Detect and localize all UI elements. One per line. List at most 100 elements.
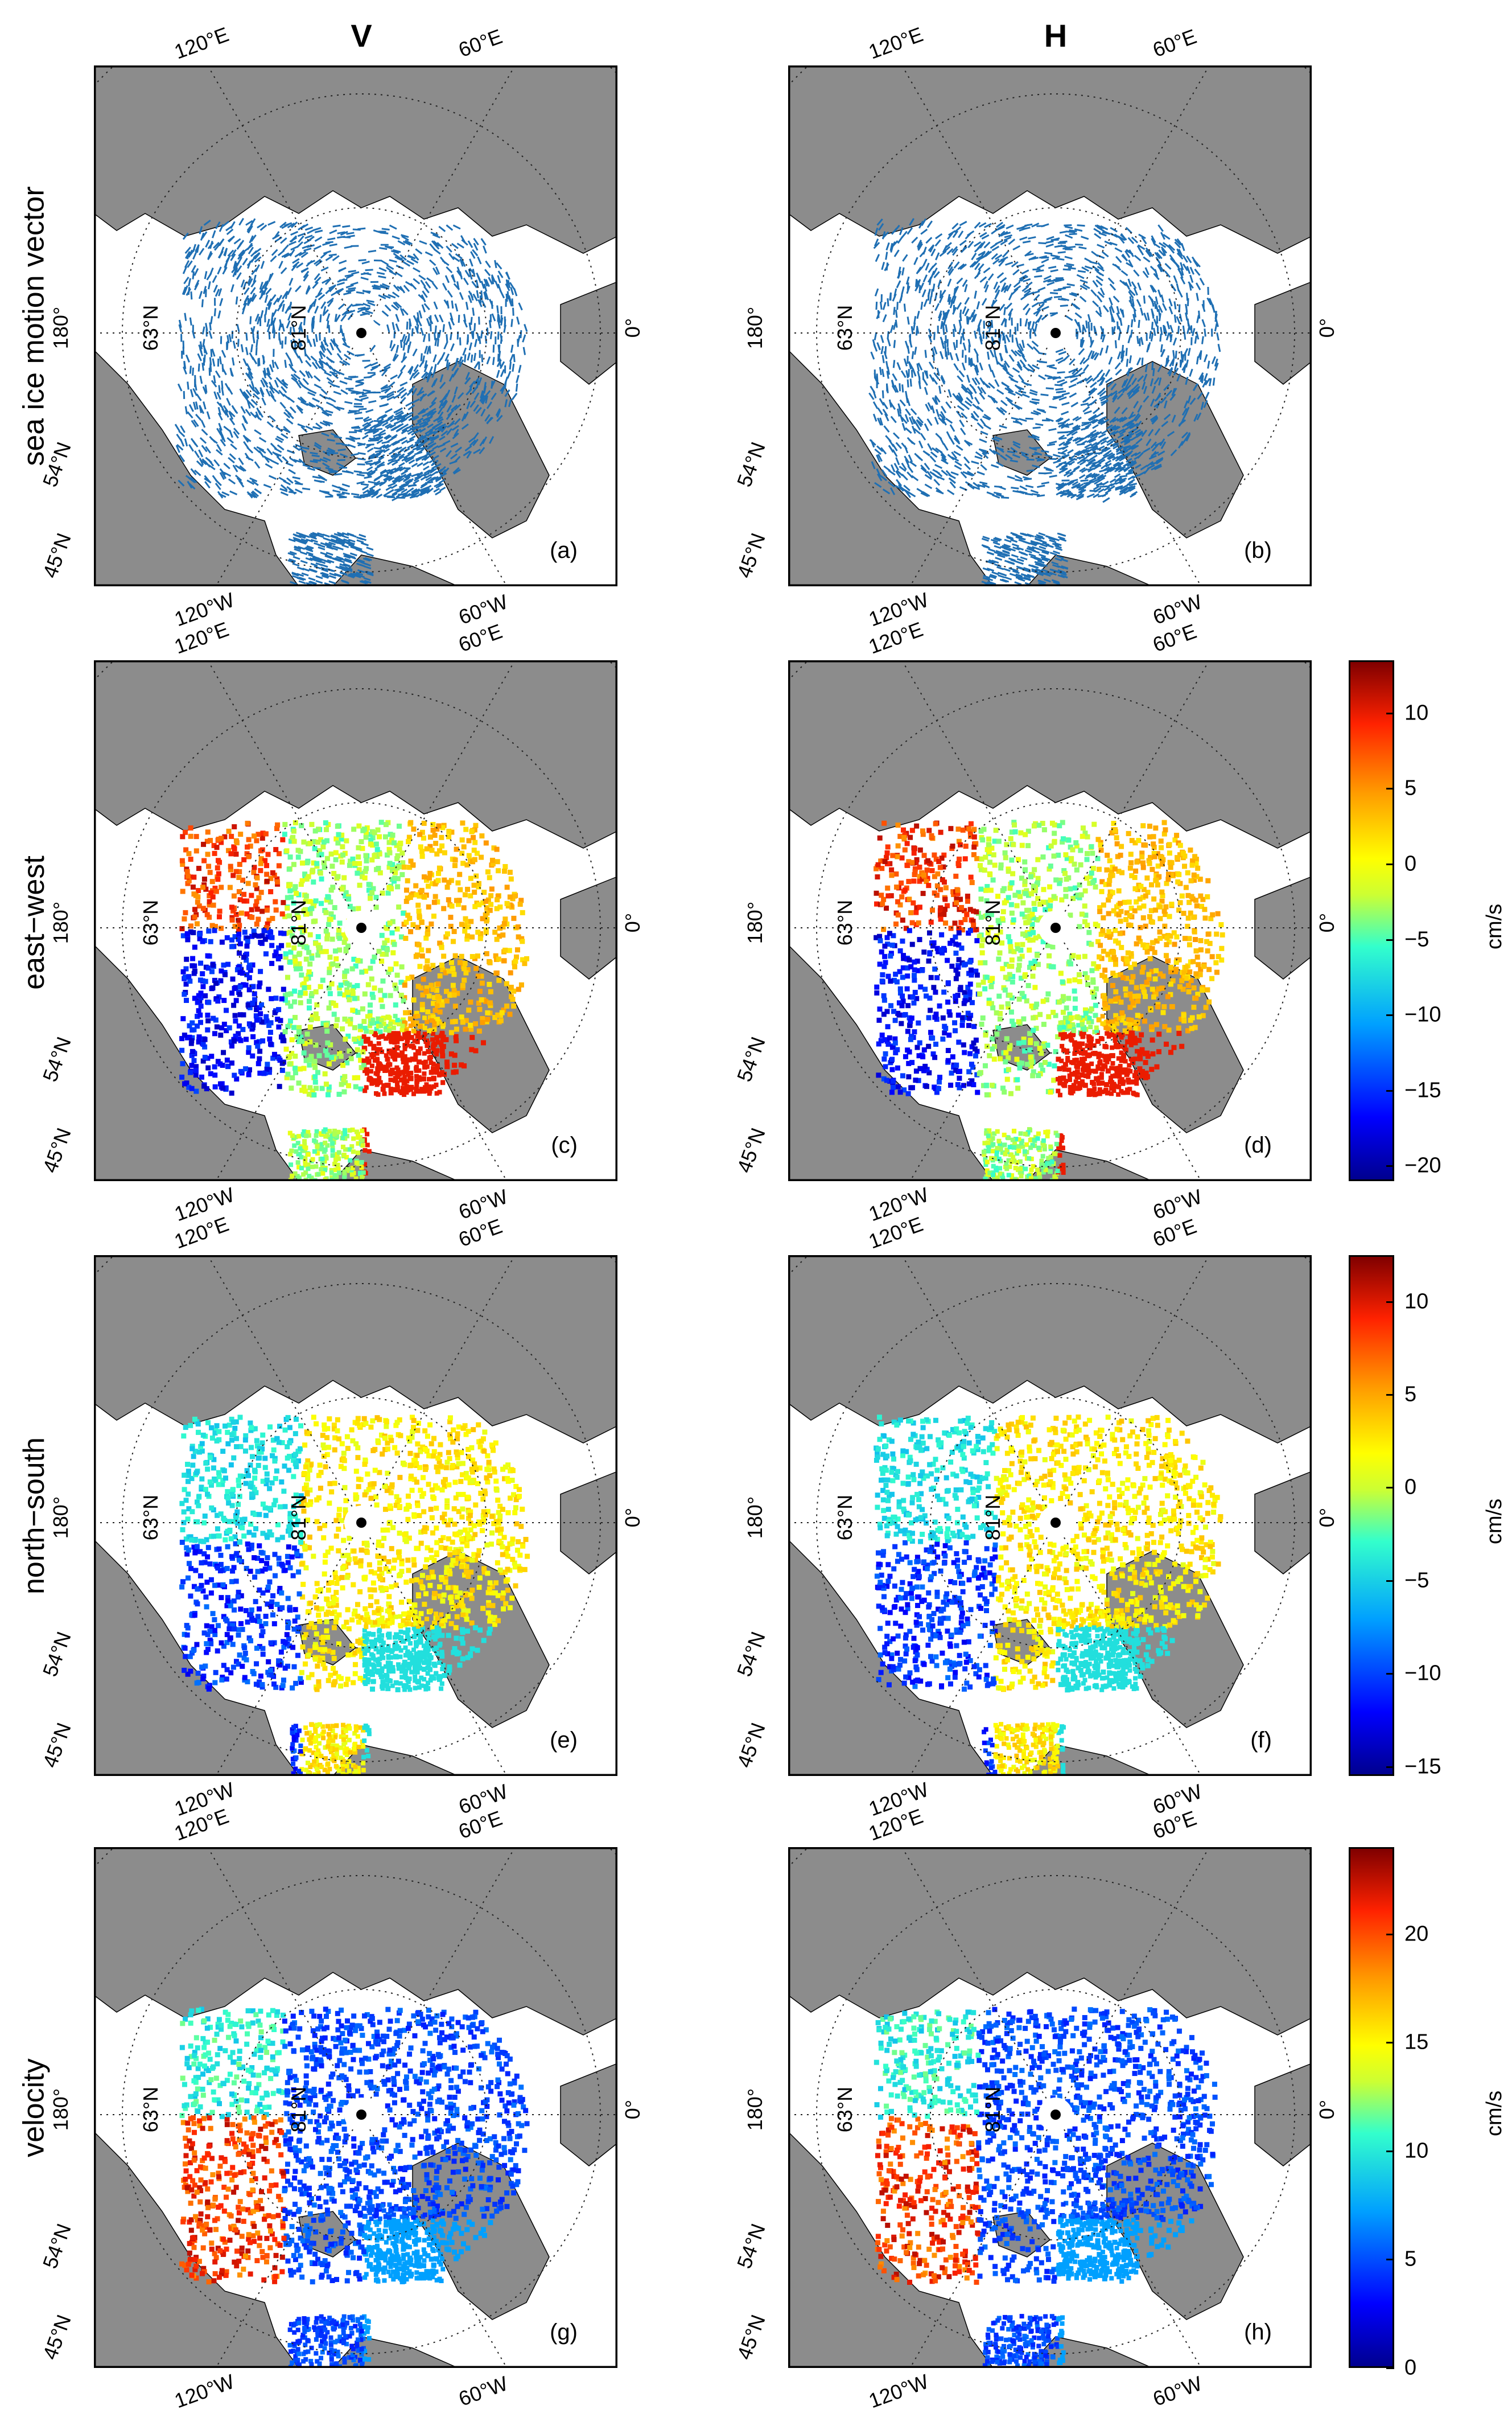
colorbar-tick: 0: [1404, 1475, 1417, 1499]
colorbar-tick-mark: [1386, 864, 1394, 866]
colorbar-tick: 0: [1404, 2355, 1417, 2380]
colorbar-tick: 10: [1404, 1289, 1429, 1314]
graticule: [94, 1255, 617, 1776]
tick-60e: 60°E: [455, 24, 505, 62]
colorbar-tick-mark: [1386, 712, 1394, 714]
colorbar-unit: cm/s: [1482, 2090, 1506, 2136]
tick-81n: 81°N: [287, 2086, 311, 2133]
tick-63n: 63°N: [139, 1494, 163, 1541]
colorbar-tick: −5: [1404, 1568, 1429, 1593]
graticule: [788, 1255, 1312, 1776]
tick-60w: 60°W: [455, 1185, 511, 1224]
colorbar-tick-mark: [1386, 1487, 1394, 1489]
colorbar-tick: −5: [1404, 927, 1429, 952]
column-title-h: H: [1044, 18, 1068, 54]
colorbar-tick-mark: [1386, 2150, 1394, 2152]
colorbar-tick: −10: [1404, 1661, 1441, 1685]
colorbar-tick: −10: [1404, 1002, 1441, 1027]
colorbar-tick-mark: [1386, 1933, 1394, 1935]
polar-map: [788, 1255, 1312, 1776]
colorbar-tick-mark: [1386, 1014, 1394, 1017]
tick-81n: 81°N: [981, 305, 1005, 351]
tick-180: 180°: [49, 306, 73, 350]
panel-label: (a): [550, 538, 578, 563]
graticule: [788, 660, 1312, 1181]
tick-54n: 54°N: [732, 439, 770, 490]
tick-54n: 54°N: [732, 1629, 770, 1680]
tick-63n: 63°N: [139, 305, 163, 351]
panel-label: (g): [550, 2320, 578, 2345]
tick-60w: 60°W: [1150, 590, 1205, 629]
colorbar-tick-mark: [1386, 1766, 1394, 1768]
land-mass: [788, 1847, 1312, 2368]
map-panel-a: (a) 120°E 60°E 180° 0° 120°W 60°W 54°N 45°N 63°N 8…: [38, 22, 644, 631]
colorbar-tick-mark: [1386, 2367, 1394, 2369]
colorbar-tick-mark: [1386, 1301, 1394, 1303]
column-title-v: V: [351, 18, 372, 54]
tick-60w: 60°W: [455, 2371, 511, 2411]
tick-60w: 60°W: [1150, 2371, 1205, 2411]
polar-map: [94, 65, 617, 586]
tick-120w: 120°W: [866, 2369, 932, 2413]
tick-0: 0°: [1315, 318, 1339, 338]
tick-63n: 63°N: [833, 305, 857, 351]
graticule: [94, 65, 617, 586]
colorbar-1: 10 5 0 −5 −10 −15 −20 cm/s: [1349, 660, 1506, 1181]
map-panel-h: (h) 120°E 60°E 180° 0° 120°W 60°W 54°N 45°N 63°N 8…: [732, 1804, 1338, 2412]
tick-63n: 63°N: [833, 899, 857, 946]
tick-0: 0°: [621, 1507, 645, 1528]
panel-label: (f): [1250, 1728, 1272, 1753]
tick-63n: 63°N: [833, 1494, 857, 1541]
map-panel-d: (d) 120°E 60°E 180° 0° 120°W 60°W 54°N 45°N 63°N 8…: [732, 617, 1338, 1226]
colorbar-2: 10 5 0 −5 −10 −15 cm/s: [1349, 1255, 1506, 1778]
polar-map: [788, 660, 1312, 1181]
colorbar-tick: 15: [1404, 2030, 1429, 2054]
graticule: [788, 1847, 1312, 2368]
tick-180: 180°: [743, 306, 767, 350]
tick-45n: 45°N: [732, 530, 770, 581]
tick-60e: 60°E: [1150, 24, 1200, 62]
colorbar-tick: −15: [1404, 1078, 1441, 1103]
tick-180: 180°: [49, 2088, 73, 2131]
polar-map: [788, 1847, 1312, 2368]
tick-45n: 45°N: [732, 2312, 770, 2363]
tick-0: 0°: [621, 2099, 645, 2120]
colorbar-tick: −15: [1404, 1754, 1441, 1779]
polar-map: [94, 1255, 617, 1776]
tick-0: 0°: [1315, 2099, 1339, 2120]
map-panel-c: (c) 120°E 60°E 180° 0° 120°W 60°W 54°N 45°N 63°N 8…: [38, 617, 644, 1226]
colorbar-tick-mark: [1386, 2042, 1394, 2044]
tick-0: 0°: [1315, 912, 1339, 933]
tick-180: 180°: [743, 1496, 767, 1539]
tick-180: 180°: [743, 901, 767, 944]
tick-81n: 81°N: [981, 1494, 1005, 1541]
colorbar-tick-mark: [1386, 1673, 1394, 1675]
colorbar-tick: 5: [1404, 776, 1417, 800]
tick-0: 0°: [621, 912, 645, 933]
tick-120w: 120°W: [171, 2369, 238, 2413]
colorbar-3: 20 15 10 5 0 cm/s: [1349, 1847, 1506, 2380]
polar-map: [788, 65, 1312, 586]
colorbar-tick-mark: [1386, 1165, 1394, 1167]
tick-81n: 81°N: [287, 899, 311, 946]
graticule: [94, 1847, 617, 2368]
tick-180: 180°: [49, 901, 73, 944]
tick-63n: 63°N: [139, 2086, 163, 2133]
tick-81n: 81°N: [287, 1494, 311, 1541]
colorbar-unit: cm/s: [1482, 903, 1506, 949]
colorbar-tick-mark: [1386, 1394, 1394, 1396]
colorbar-tick: 10: [1404, 2139, 1429, 2163]
tick-120e: 120°E: [865, 22, 926, 64]
colorbar-tick: 5: [1404, 1382, 1417, 1407]
tick-63n: 63°N: [833, 2086, 857, 2133]
tick-63n: 63°N: [139, 899, 163, 946]
polar-map: [94, 660, 617, 1181]
tick-0: 0°: [621, 318, 645, 338]
tick-81n: 81°N: [981, 2086, 1005, 2133]
tick-81n: 81°N: [287, 305, 311, 351]
tick-180: 180°: [743, 2088, 767, 2131]
colorbar-tick-mark: [1386, 939, 1394, 941]
colorbar-tick: 20: [1404, 1922, 1429, 1946]
colorbar-gradient: [1349, 1847, 1394, 2368]
tick-45n: 45°N: [732, 1125, 770, 1176]
